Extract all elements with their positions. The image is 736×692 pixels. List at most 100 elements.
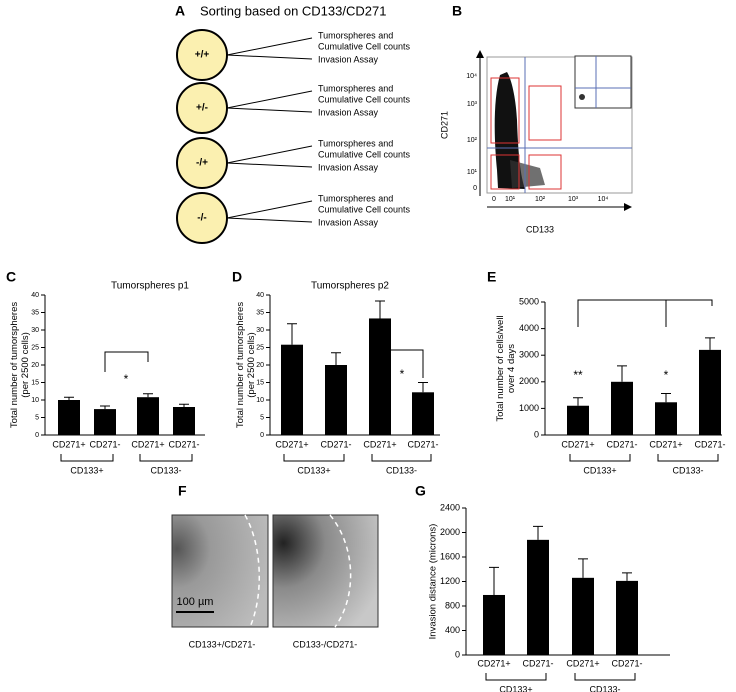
y-tick-label: 0 xyxy=(534,429,539,439)
y-tick-label: 0 xyxy=(260,432,264,439)
error-bar xyxy=(331,352,341,365)
bar xyxy=(611,381,633,435)
group-label: CD133+ xyxy=(297,465,330,475)
bar xyxy=(616,580,638,655)
x-tick-label: 0 xyxy=(492,196,496,203)
panel-letter: B xyxy=(452,3,462,19)
y-tick-label: 20 xyxy=(256,362,264,369)
bar xyxy=(281,344,303,435)
y-axis-label: Total number of cells/well xyxy=(495,315,506,421)
y-tick-label: 5000 xyxy=(519,296,539,306)
error-bar xyxy=(100,405,110,410)
y-axis-label: (per 2500 cells) xyxy=(20,332,31,397)
y-tick-label: 5 xyxy=(35,414,39,421)
y-axis-label: CD271 xyxy=(439,111,449,139)
micrographs xyxy=(171,514,379,628)
inset xyxy=(574,55,632,109)
output-label: Tumorspheres and xyxy=(318,193,393,203)
bar xyxy=(137,397,159,435)
x-tick-label: 10⁴ xyxy=(598,196,609,203)
x-tick-label: CD271- xyxy=(606,439,637,449)
x-tick-label: CD271- xyxy=(694,439,725,449)
bar xyxy=(325,365,347,435)
y-axis-label: (per 2500 cells) xyxy=(246,332,257,397)
bar xyxy=(369,318,391,435)
y-tick-label: 10³ xyxy=(467,101,478,108)
group-label: +/- xyxy=(196,103,208,114)
group-label: CD133- xyxy=(672,465,703,475)
y-tick-label: 1000 xyxy=(519,403,539,413)
x-tick-label: CD271+ xyxy=(566,658,599,668)
output-label: Tumorspheres and xyxy=(318,30,393,40)
output-label: Cumulative Cell counts xyxy=(318,94,411,104)
sig-bracket xyxy=(577,299,713,327)
y-tick-label: 30 xyxy=(256,327,264,334)
output-label: Tumorspheres and xyxy=(318,138,393,148)
annotation: * xyxy=(664,368,669,382)
y-tick-label: 2400 xyxy=(440,502,460,512)
y-tick-label: 15 xyxy=(256,379,264,386)
image-caption: CD133-/CD271- xyxy=(293,639,358,649)
gate xyxy=(528,154,562,190)
bar xyxy=(699,349,721,435)
x-tick-label: CD271- xyxy=(320,439,351,449)
group-label: CD133- xyxy=(150,465,181,475)
y-tick-label: 0 xyxy=(35,432,39,439)
y-tick-label: 2000 xyxy=(519,376,539,386)
x-axis-label: CD133 xyxy=(526,224,554,234)
bar xyxy=(58,400,80,435)
panel-letter: D xyxy=(232,269,242,285)
x-tick-label: CD271+ xyxy=(363,439,396,449)
bar xyxy=(655,402,677,435)
output-label: Cumulative Cell counts xyxy=(318,41,411,51)
micrograph xyxy=(272,514,379,628)
y-tick-label: 2000 xyxy=(440,527,460,537)
group-bracket xyxy=(139,454,193,462)
output-label: Cumulative Cell counts xyxy=(318,149,411,159)
error-bar xyxy=(533,525,543,540)
y-tick-label: 35 xyxy=(256,309,264,316)
group-label: CD133+ xyxy=(499,684,532,692)
y-tick-label: 40 xyxy=(31,292,39,299)
sig-bracket xyxy=(380,349,424,378)
group-label: -/- xyxy=(197,213,206,224)
inset-cloud xyxy=(579,94,585,100)
annotation: * xyxy=(124,372,129,386)
x-tick-label: 10³ xyxy=(568,196,579,203)
y-tick-label: 10² xyxy=(467,137,478,144)
y-tick-label: 400 xyxy=(445,625,460,635)
bar xyxy=(572,577,594,655)
y-tick-label: 0 xyxy=(473,185,477,192)
branch xyxy=(226,145,313,164)
y-tick-label: 0 xyxy=(455,649,460,659)
output-label: Invasion Assay xyxy=(318,162,379,172)
error-bar xyxy=(705,337,715,350)
y-axis-label: over 4 days xyxy=(506,344,517,393)
group-label: CD133- xyxy=(589,684,620,692)
output-label: Cumulative Cell counts xyxy=(318,204,411,214)
group-bracket xyxy=(574,673,636,681)
y-tick-label: 4000 xyxy=(519,323,539,333)
gate xyxy=(490,154,520,190)
panel-letter: E xyxy=(487,269,496,285)
x-tick-label: CD271+ xyxy=(561,439,594,449)
group-label: CD133+ xyxy=(70,465,103,475)
sig-bracket xyxy=(104,351,149,372)
error-bar xyxy=(622,572,632,581)
x-tick-label: CD271+ xyxy=(275,439,308,449)
y-tick-label: 40 xyxy=(256,292,264,299)
group-label: CD133- xyxy=(386,465,417,475)
y-tick-label: 20 xyxy=(31,362,39,369)
y-tick-label: 10¹ xyxy=(467,169,478,176)
bar xyxy=(412,392,434,435)
output-label: Invasion Assay xyxy=(318,54,379,64)
group-bracket xyxy=(485,673,547,681)
group-bracket xyxy=(657,454,719,462)
error-bar xyxy=(287,323,297,345)
y-tick-label: 30 xyxy=(31,327,39,334)
cell-cloud xyxy=(494,72,525,189)
x-tick-label: 10¹ xyxy=(505,196,516,203)
branch xyxy=(226,54,313,60)
x-tick-label: CD271- xyxy=(407,439,438,449)
branch xyxy=(226,217,313,223)
